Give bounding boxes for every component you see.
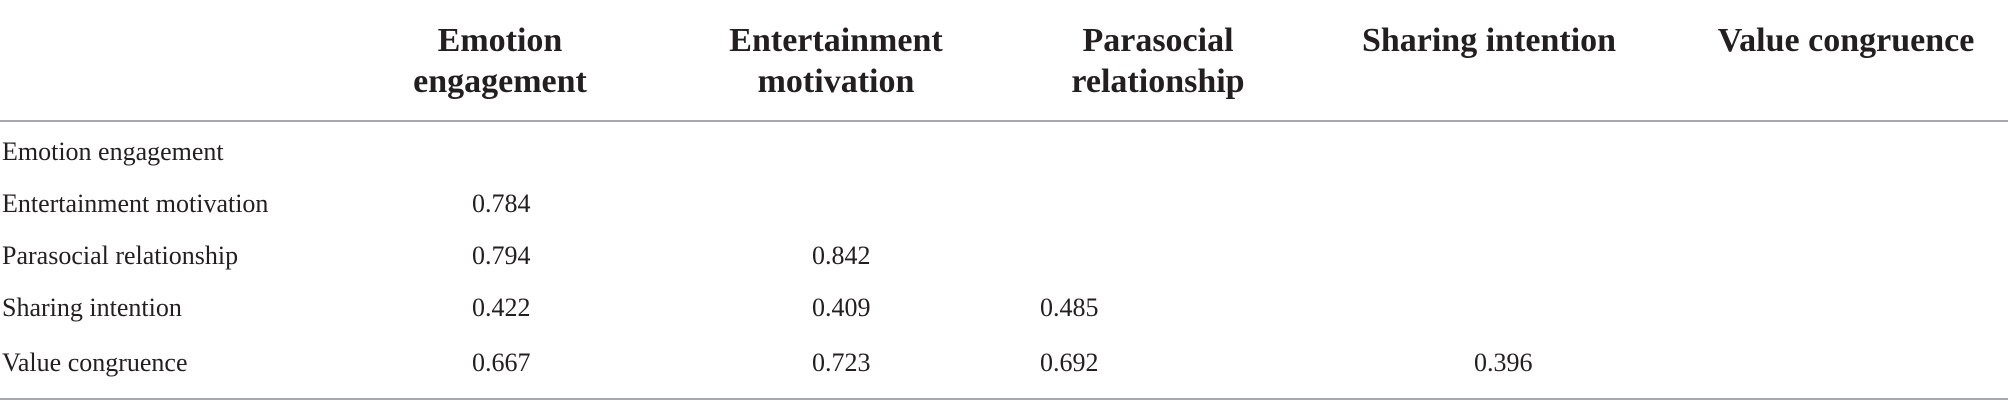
table-cell: 0.784	[472, 189, 531, 218]
table-cell: 0.409	[812, 293, 871, 322]
table-cell	[350, 121, 650, 178]
table-cell	[1022, 121, 1294, 178]
table-row: Sharing intention 0.422 0.409 0.485	[0, 282, 2008, 334]
header-sharing-intention: Sharing intention	[1294, 0, 1684, 122]
table-cell: 0.842	[812, 241, 871, 270]
table-row: Value congruence 0.667 0.723 0.692 0.396	[0, 334, 2008, 400]
table-cell	[1294, 282, 1684, 334]
row-label: Sharing intention	[2, 293, 182, 322]
header-entertainment-motivation: Entertainment motivation	[650, 0, 1022, 122]
table-cell	[650, 178, 1022, 230]
header-value-congruence: Value congruence	[1684, 0, 2008, 122]
table-cell	[1684, 230, 2008, 282]
table-cell	[1294, 121, 1684, 178]
table-row: Entertainment motivation 0.784	[0, 178, 2008, 230]
table-cell: 0.485	[1040, 293, 1099, 322]
table-cell	[1022, 178, 1294, 230]
table-row: Emotion engagement	[0, 121, 2008, 178]
table-cell: 0.396	[1294, 334, 1684, 400]
table-cell	[1294, 230, 1684, 282]
table-cell	[650, 121, 1022, 178]
correlation-table: Emotion engagement Entertainment motivat…	[0, 0, 2008, 400]
table-cell: 0.692	[1022, 334, 1294, 400]
row-label: Value congruence	[0, 334, 350, 400]
table-cell: 0.667	[350, 334, 650, 400]
table-row: Parasocial relationship 0.794 0.842	[0, 230, 2008, 282]
header-corner	[0, 0, 350, 122]
table-cell	[1294, 178, 1684, 230]
header-parasocial-relationship: Parasocial relationship	[1022, 0, 1294, 122]
row-label: Entertainment motivation	[2, 189, 269, 218]
row-label: Emotion engagement	[2, 137, 224, 166]
table-cell	[1684, 121, 2008, 178]
table-cell	[1022, 230, 1294, 282]
table-cell: 0.723	[650, 334, 1022, 400]
table-cell: 0.422	[472, 293, 531, 322]
table-cell	[1684, 178, 2008, 230]
header-emotion-engagement: Emotion engagement	[350, 0, 650, 122]
header-row: Emotion engagement Entertainment motivat…	[0, 0, 2008, 122]
table-cell: 0.794	[472, 241, 531, 270]
row-label: Parasocial relationship	[2, 241, 239, 270]
table-cell	[1684, 282, 2008, 334]
table-cell	[1684, 334, 2008, 400]
